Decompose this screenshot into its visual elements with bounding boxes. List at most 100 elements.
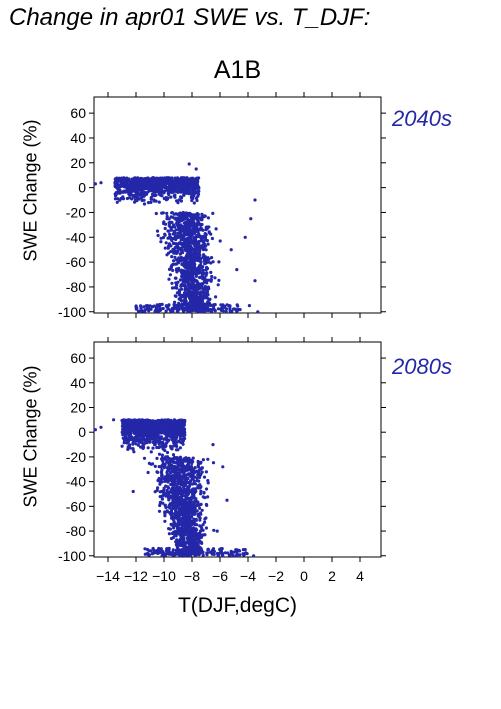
data-point	[191, 227, 195, 231]
data-point	[172, 506, 176, 510]
data-point	[186, 505, 190, 509]
data-point	[169, 195, 173, 199]
data-point	[180, 502, 184, 506]
data-point	[167, 277, 171, 281]
data-point	[174, 212, 178, 216]
data-point	[192, 201, 196, 205]
data-point	[153, 434, 157, 438]
data-point	[136, 427, 140, 431]
data-point	[142, 422, 146, 426]
data-point	[153, 441, 157, 446]
data-point	[175, 526, 180, 530]
data-point	[132, 178, 136, 182]
data-point	[154, 189, 158, 194]
data-point	[179, 549, 184, 553]
data-point	[165, 488, 169, 493]
y-tick-label: 60	[70, 105, 86, 121]
data-point	[136, 180, 140, 185]
data-point	[196, 464, 200, 468]
data-point	[170, 516, 174, 520]
data-point	[119, 182, 123, 186]
data-point	[178, 489, 182, 493]
data-point	[165, 211, 169, 215]
data-point	[194, 537, 198, 541]
data-point	[193, 258, 198, 262]
data-point	[138, 421, 142, 425]
data-point	[149, 200, 153, 204]
data-point	[201, 245, 205, 249]
data-point	[149, 450, 153, 454]
data-point	[128, 190, 132, 194]
data-point	[122, 432, 126, 436]
data-point	[131, 420, 135, 424]
y-tick-label: -60	[66, 498, 86, 514]
y-tick-label: 20	[70, 399, 86, 415]
y-tick-label: -40	[66, 229, 86, 245]
data-point	[183, 467, 187, 471]
data-point	[200, 548, 204, 552]
data-point	[151, 194, 155, 198]
data-point	[191, 527, 195, 532]
data-point	[192, 217, 196, 221]
data-point	[127, 443, 131, 448]
data-point	[204, 470, 208, 474]
data-point	[167, 267, 172, 271]
data-point	[206, 216, 210, 220]
data-point	[172, 520, 176, 525]
data-point	[172, 457, 176, 461]
data-point	[166, 468, 171, 472]
data-point	[161, 191, 165, 195]
data-point	[223, 551, 227, 555]
data-point	[175, 270, 179, 274]
x-tick-label: −8	[184, 568, 200, 584]
data-point	[165, 181, 169, 185]
data-point	[194, 267, 198, 271]
data-point	[196, 472, 200, 476]
panel-2040s: 60 40 20 0 -20 -40 -60 -80 -100	[58, 92, 386, 320]
x-tick-label: −4	[240, 568, 256, 584]
data-point	[180, 460, 185, 464]
data-point	[191, 504, 195, 508]
data-point	[187, 301, 191, 305]
data-point	[170, 186, 174, 190]
data-point	[192, 540, 196, 544]
data-point	[175, 539, 180, 543]
data-point	[164, 476, 168, 480]
data-point	[216, 283, 220, 287]
data-point	[173, 195, 177, 199]
data-point	[153, 309, 157, 313]
data-point	[163, 222, 168, 226]
x-tick-label: −2	[268, 568, 284, 584]
data-point	[120, 177, 124, 181]
data-point	[184, 500, 188, 504]
data-point	[220, 308, 224, 312]
data-point	[217, 278, 221, 282]
data-point	[170, 178, 174, 182]
data-point	[113, 177, 117, 181]
data-point	[243, 235, 247, 239]
data-point	[140, 178, 144, 182]
data-point	[171, 548, 175, 552]
data-point	[159, 188, 163, 192]
data-point	[182, 483, 187, 487]
data-point	[149, 549, 153, 553]
data-point	[174, 502, 178, 506]
data-point	[121, 190, 125, 194]
data-point	[202, 475, 207, 479]
data-point	[200, 222, 204, 227]
data-point	[200, 271, 204, 275]
data-point	[169, 482, 173, 487]
data-point	[116, 179, 120, 183]
data-point	[146, 176, 150, 180]
data-point	[186, 514, 190, 519]
data-point	[179, 469, 183, 474]
data-point	[175, 432, 179, 436]
data-point	[174, 245, 178, 249]
data-point	[190, 551, 194, 555]
data-point	[194, 497, 198, 501]
data-point	[188, 306, 192, 310]
data-point	[154, 193, 158, 197]
data-point	[158, 430, 162, 434]
data-point	[177, 241, 181, 245]
data-point	[170, 308, 174, 312]
